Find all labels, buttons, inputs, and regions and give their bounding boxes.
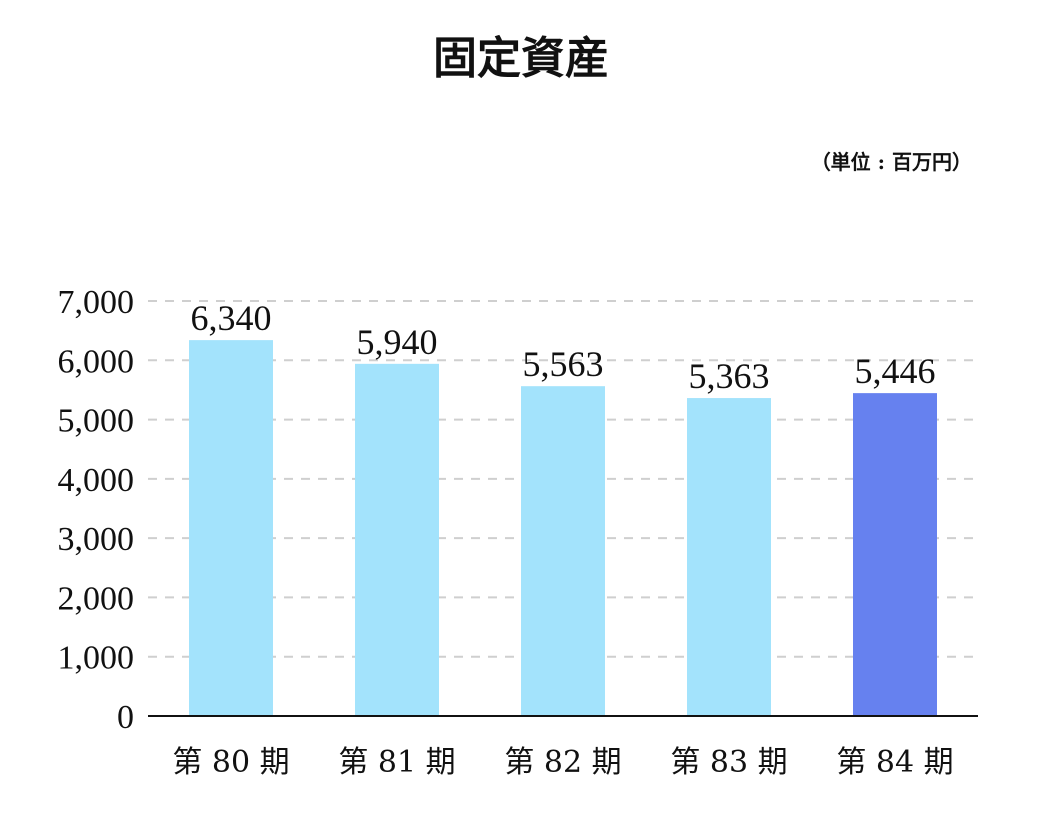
y-tick-label: 7,000 [58, 284, 135, 321]
data-label: 6,340 [191, 298, 272, 338]
bar [189, 340, 273, 716]
chart-title: 固定資産 [433, 33, 609, 84]
x-tick-label: 第 83 期 [670, 745, 787, 780]
data-label: 5,563 [523, 344, 604, 384]
y-tick-label: 6,000 [58, 343, 135, 380]
bar [355, 363, 439, 716]
x-tick-label: 第 81 期 [338, 745, 455, 780]
bar [687, 398, 771, 716]
data-label: 5,446 [855, 351, 936, 391]
y-tick-label: 5,000 [58, 403, 135, 440]
data-label: 5,363 [689, 356, 770, 396]
bar [521, 386, 605, 716]
y-tick-label: 0 [117, 699, 134, 736]
x-tick-label: 第 84 期 [836, 745, 953, 780]
y-tick-label: 4,000 [58, 462, 135, 499]
unit-note: （単位 : 百万円） [810, 150, 972, 174]
bar [853, 393, 937, 716]
data-label: 5,940 [357, 322, 438, 362]
x-tick-label: 第 80 期 [172, 745, 289, 780]
y-tick-label: 3,000 [58, 521, 135, 558]
x-tick-label: 第 82 期 [504, 745, 621, 780]
y-tick-label: 1,000 [58, 640, 135, 677]
y-tick-label: 2,000 [58, 580, 135, 617]
